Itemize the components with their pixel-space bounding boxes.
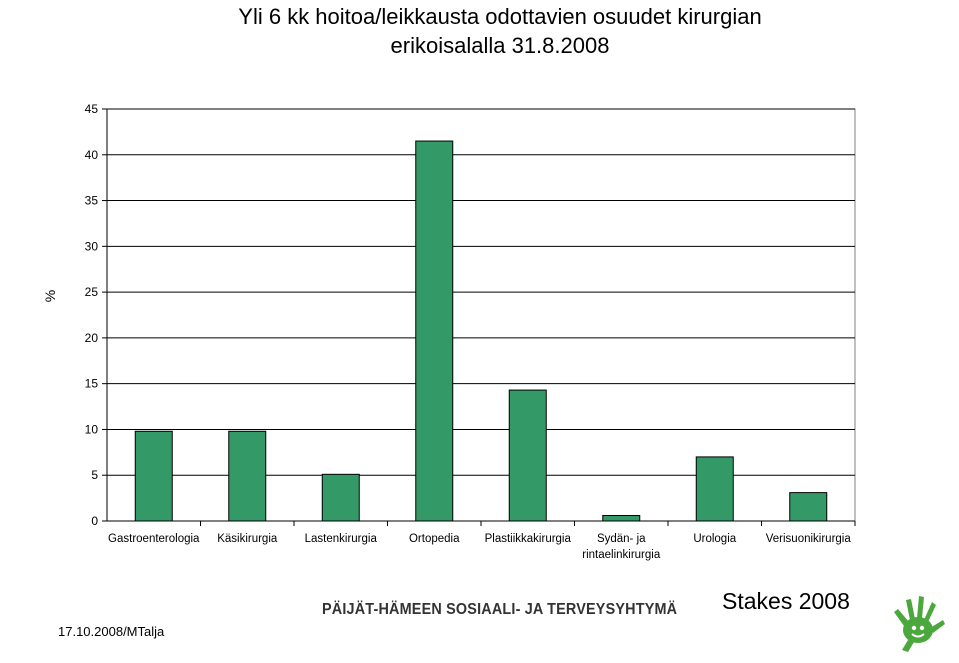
- x-tick-label: Verisuonikirurgia: [766, 533, 852, 545]
- y-tick-label: 30: [85, 239, 99, 253]
- y-tick-label: 15: [85, 377, 99, 391]
- x-tick-label: Plastiikkakirurgia: [485, 533, 572, 545]
- bar: [321, 473, 360, 522]
- bar: [508, 389, 547, 522]
- plot-area: [106, 108, 856, 522]
- y-tick-label: 25: [85, 285, 99, 299]
- chart-title: Yli 6 kk hoitoa/leikkausta odottavien os…: [170, 2, 830, 60]
- x-tick-label: rintaelinkirurgia: [582, 549, 661, 561]
- y-tick-label: 45: [85, 102, 99, 116]
- bar: [228, 430, 267, 522]
- footer-date-author: 17.10.2008/MTalja: [58, 624, 165, 639]
- y-tick-label: 5: [91, 468, 98, 482]
- chart-title-line2: erikoisalalla 31.8.2008: [390, 33, 610, 58]
- bar: [134, 430, 173, 522]
- y-tick-label: 0: [91, 514, 98, 528]
- footer-organization: PÄIJÄT-HÄMEEN SOSIAALI- JA TERVEYSYHTYMÄ: [322, 601, 678, 618]
- y-tick-label: 10: [85, 422, 99, 436]
- x-tick-label: Ortopedia: [409, 533, 460, 545]
- green-hand-icon: [894, 596, 945, 652]
- x-tick-label: Sydän- ja: [597, 533, 646, 545]
- bar-chart: 0 5 10 15 20 25 30 35 40 45 Gastroenterologia Käsik…: [85, 102, 856, 561]
- chart-title-line1: Yli 6 kk hoitoa/leikkausta odottavien os…: [238, 4, 762, 29]
- x-tick-label: Lastenkirurgia: [305, 533, 378, 545]
- bar: [602, 515, 641, 522]
- x-tick-label: Urologia: [693, 533, 736, 545]
- y-tick-label: 35: [85, 194, 99, 208]
- y-tick-label: 20: [85, 331, 99, 345]
- x-tick-label: Gastroenterologia: [108, 533, 200, 545]
- x-tick-label: Käsikirurgia: [217, 533, 278, 545]
- y-tick-label: 40: [85, 148, 99, 162]
- bar: [415, 140, 454, 522]
- bar: [789, 492, 828, 522]
- footer-source: Stakes 2008: [722, 588, 850, 614]
- bar: [695, 456, 734, 522]
